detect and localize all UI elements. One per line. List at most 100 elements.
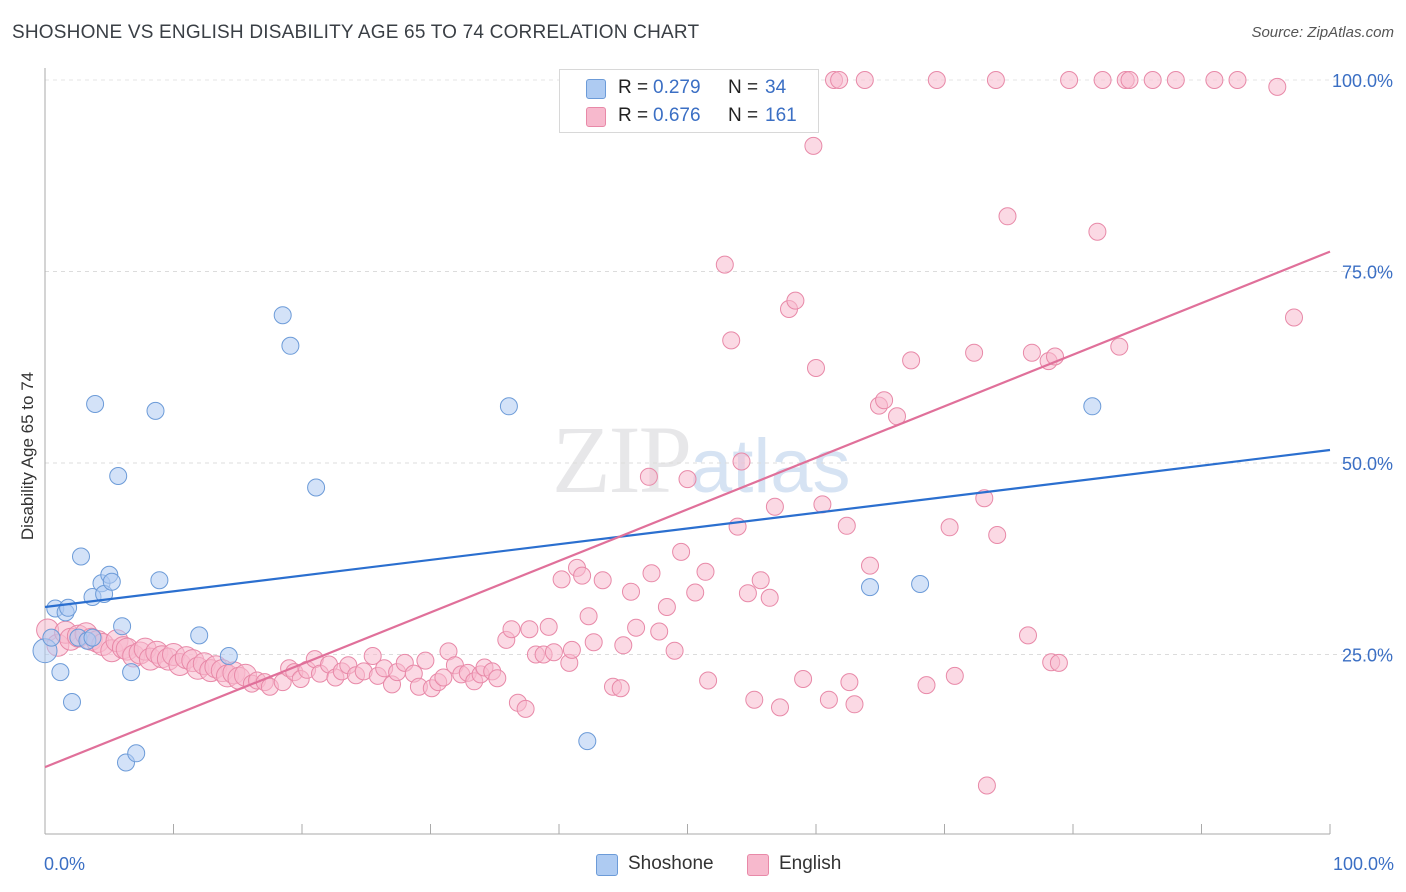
shoshone-point <box>122 663 141 682</box>
shoshone-point <box>51 663 70 682</box>
n-label: N = <box>728 105 759 126</box>
r-label: R = <box>618 105 649 126</box>
english-point <box>977 776 996 795</box>
legend-swatch-english <box>747 854 769 876</box>
y-tick-label: 50.0% <box>1342 454 1393 474</box>
english-point <box>975 489 994 508</box>
legend-row-english: R = 0.676 N = 161 <box>560 101 818 129</box>
english-point <box>855 71 874 89</box>
y-tick-label: 75.0% <box>1342 263 1393 283</box>
english-point <box>738 584 757 603</box>
english-point <box>696 562 715 581</box>
english-point <box>539 617 558 636</box>
r-label: R = <box>618 77 649 98</box>
english-point <box>678 470 697 489</box>
english-point <box>1143 71 1162 89</box>
shoshone-point <box>63 693 81 711</box>
english-point <box>516 699 535 718</box>
english-point <box>819 690 838 709</box>
legend-swatch-english <box>586 107 606 127</box>
watermark: ZIPatlas <box>552 404 851 515</box>
english-point <box>840 673 859 692</box>
english-point <box>745 690 764 709</box>
shoshone-point <box>83 628 102 647</box>
english-point <box>627 618 646 637</box>
shoshone-point <box>72 547 90 566</box>
series-legend: Shoshone English <box>0 852 1406 878</box>
english-trend-line <box>44 250 1331 769</box>
watermark-zip: ZIP <box>552 406 692 513</box>
english-point <box>875 391 894 410</box>
shoshone-point <box>150 571 169 590</box>
shoshone-point <box>42 628 61 647</box>
legend-swatch-shoshone <box>586 79 606 99</box>
english-point <box>520 620 539 639</box>
shoshone-point <box>190 626 209 645</box>
english-point <box>794 670 813 688</box>
english-point <box>639 467 658 486</box>
english-point <box>1228 71 1247 89</box>
english-point <box>1110 337 1129 356</box>
english-point <box>622 582 640 601</box>
english-point <box>579 607 598 626</box>
english-point <box>1093 71 1112 89</box>
n-value: 34 <box>765 77 787 98</box>
english-point <box>434 668 453 687</box>
shoshone-point <box>307 478 326 497</box>
english-point <box>861 556 879 575</box>
source-label: Source: ZipAtlas.com <box>1251 24 1394 41</box>
english-point <box>686 583 705 602</box>
x-tick-label: 0.0% <box>44 854 85 874</box>
trend-lines <box>44 250 1331 769</box>
english-point <box>544 643 563 662</box>
english-point <box>1268 77 1287 96</box>
shoshone-points <box>32 306 1102 772</box>
english-point <box>927 71 946 89</box>
x-tick-label: 100.0% <box>1333 854 1394 874</box>
english-point <box>917 676 936 695</box>
shoshone-point <box>281 336 300 355</box>
shoshone-point <box>86 395 105 413</box>
axes <box>44 68 1331 835</box>
english-point <box>830 71 849 89</box>
english-point <box>715 255 734 274</box>
english-point <box>751 571 770 590</box>
shoshone-point <box>127 744 146 763</box>
shoshone-point <box>146 401 165 420</box>
english-point <box>642 564 661 583</box>
english-point <box>363 647 382 665</box>
shoshone-point <box>1083 397 1102 416</box>
n-label: N = <box>728 77 759 98</box>
shoshone-point <box>273 306 292 325</box>
stats-legend: R = 0.279 N = 34 R = 0.676 N = 161 <box>559 69 819 133</box>
english-point <box>1205 71 1224 89</box>
legend-label-english: English <box>779 853 842 874</box>
shoshone-point <box>499 397 518 416</box>
english-point <box>416 651 435 670</box>
english-point <box>722 331 741 350</box>
english-point <box>699 671 718 690</box>
english-point <box>1060 71 1079 89</box>
gridlines <box>45 79 1392 655</box>
english-point <box>1088 222 1107 241</box>
english-point <box>650 622 669 641</box>
english-point <box>562 640 581 659</box>
english-point <box>837 516 856 535</box>
watermark-atlas: atlas <box>690 424 851 509</box>
english-point <box>998 207 1017 226</box>
english-point <box>732 452 751 471</box>
shoshone-point <box>59 598 78 617</box>
english-point <box>988 526 1007 544</box>
shoshone-point <box>578 732 597 751</box>
legend-swatch-shoshone <box>596 854 618 876</box>
english-point <box>1285 308 1303 327</box>
shoshone-point <box>102 572 121 591</box>
english-point <box>488 669 507 688</box>
english-point <box>765 497 784 516</box>
english-point <box>593 571 612 590</box>
legend-row-shoshone: R = 0.279 N = 34 <box>560 73 818 101</box>
english-point <box>1166 71 1185 89</box>
chart-title: SHOSHONE VS ENGLISH DISABILITY AGE 65 TO… <box>12 22 700 43</box>
r-value: 0.279 <box>653 77 701 98</box>
